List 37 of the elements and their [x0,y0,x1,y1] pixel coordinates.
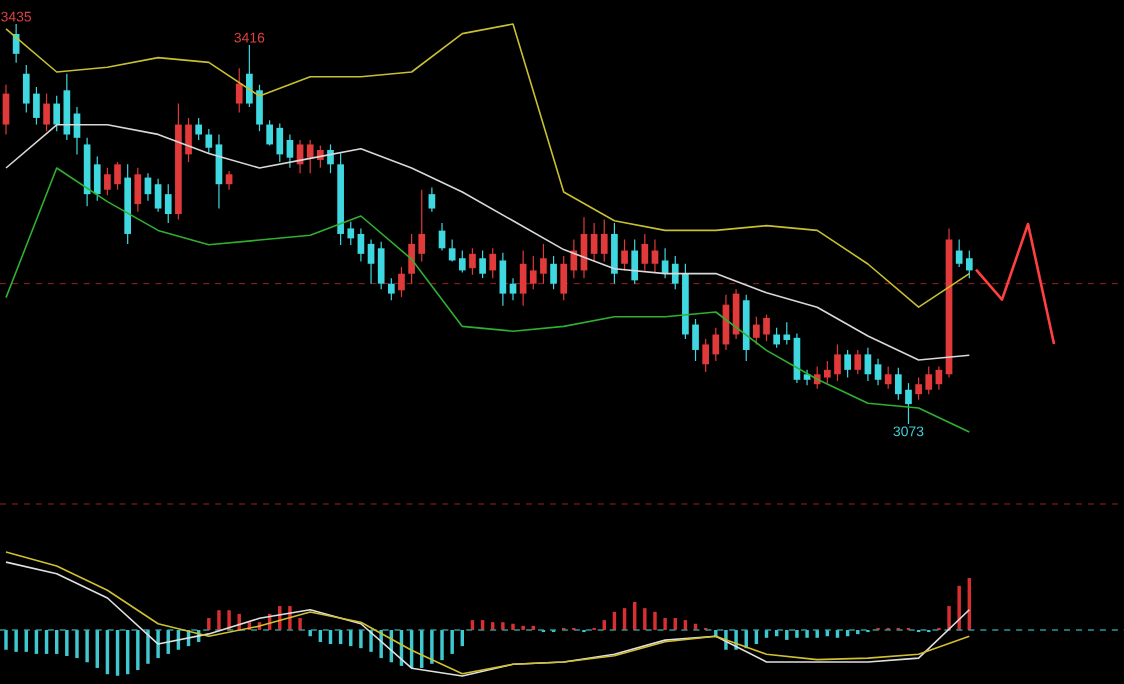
candlestick [611,222,618,285]
candlestick [134,167,142,213]
candlestick [621,238,628,272]
candlestick [560,255,568,301]
candlestick [205,128,213,154]
candlestick [874,358,882,386]
candlestick [225,170,233,191]
candlestick [641,233,649,272]
candlestick [164,183,172,224]
candlestick [499,252,507,307]
candlestick [195,117,203,141]
candlestick [489,247,497,279]
candlestick [327,143,334,174]
candlestick [509,277,517,301]
candlestick [600,218,608,263]
candlestick [367,238,375,285]
candlestick [93,155,101,202]
candlestick [235,67,243,113]
candlestick [2,84,10,136]
candlestick [519,249,527,307]
candlestick [479,249,486,279]
candlestick [286,133,294,169]
candlestick [398,266,405,298]
candlestick [154,178,162,213]
candlestick [469,247,476,276]
candlestick [864,347,872,382]
candlestick [377,241,385,290]
candlestick [387,277,395,301]
candlestick [854,349,862,375]
candlestick [844,349,851,379]
candlestick [43,93,50,132]
candlestick [550,255,557,290]
candlestick [631,238,639,285]
candlestick [428,186,436,213]
candlestick [357,227,365,263]
candlestick [590,222,598,263]
candlestick [884,365,892,390]
